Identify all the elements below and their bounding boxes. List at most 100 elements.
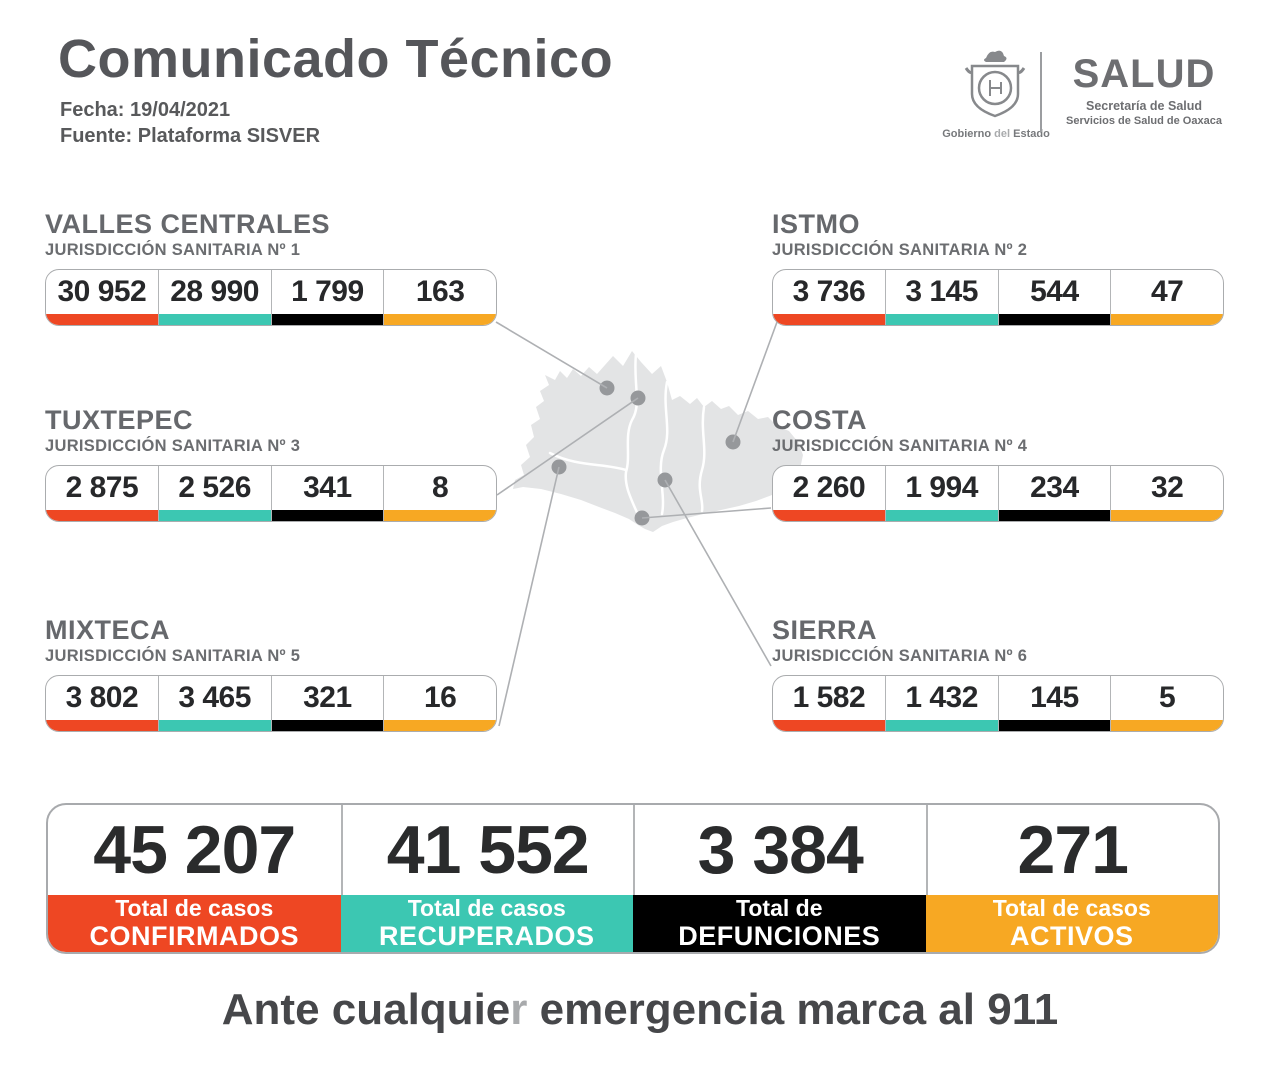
map-marker-mixteca — [551, 459, 567, 475]
map-marker-sierra — [657, 472, 673, 488]
deaths-cell: 341 — [270, 466, 384, 522]
active-bar — [384, 314, 496, 326]
recovered-cell: 2 526 — [157, 466, 271, 522]
total-active-band: Total de casos ACTIVOS — [925, 895, 1218, 952]
total-confirmed-value: 45 207 — [93, 812, 296, 888]
deaths-bar — [271, 720, 384, 732]
confirmed-cell: 30 952 — [46, 270, 158, 326]
total-deaths-value: 3 384 — [633, 805, 926, 895]
salud-logo: SALUD — [1072, 52, 1216, 96]
total-confirmed: 45 207 Total de casos CONFIRMADOS — [48, 805, 341, 952]
active-cell: 47 — [1110, 270, 1223, 326]
map-outline — [513, 351, 803, 532]
region-name: MIXTECA — [45, 615, 170, 645]
total-recovered: 41 552 Total de casos RECUPERADOS — [340, 805, 634, 952]
deaths-cell: 1 799 — [270, 270, 384, 326]
region-stats-card: 1 582 1 432 145 5 — [772, 675, 1224, 733]
active-cell: 16 — [383, 676, 496, 732]
government-label: Gobierno del Estado — [942, 128, 1050, 140]
region-costa: COSTA JURISDICCIÓN SANITARIA Nº 4 2 260 … — [772, 405, 1224, 523]
recovered-bar — [158, 510, 271, 522]
region-jurisdiction: JURISDICCIÓN SANITARIA Nº 5 — [45, 647, 301, 666]
recovered-cell: 3 145 — [884, 270, 998, 326]
region-jurisdiction: JURISDICCIÓN SANITARIA Nº 4 — [772, 437, 1028, 456]
confirmed-cell: 2 875 — [46, 466, 158, 522]
confirmed-bar — [46, 510, 158, 522]
state-totals-bar: 45 207 Total de casos CONFIRMADOS 41 552… — [46, 803, 1220, 954]
page-title: Comunicado Técnico — [58, 29, 614, 89]
confirmed-bar — [773, 314, 885, 326]
report-source: Fuente: Plataforma SISVER — [60, 125, 321, 147]
map-marker-costa — [634, 510, 650, 526]
recovered-cell: 28 990 — [157, 270, 271, 326]
confirmed-cell: 3 802 — [46, 676, 158, 732]
recovered-bar — [158, 314, 271, 326]
region-stats-card: 30 952 28 990 1 799 163 — [45, 269, 497, 327]
active-bar — [384, 720, 496, 732]
total-recovered-value: 41 552 — [340, 805, 634, 895]
active-bar — [384, 510, 496, 522]
region-name: SIERRA — [772, 615, 878, 645]
crest-eagle — [984, 50, 1007, 62]
region-stats-card: 2 875 2 526 341 8 — [45, 465, 497, 523]
region-sierra: SIERRA JURISDICCIÓN SANITARIA Nº 6 1 582… — [772, 615, 1224, 733]
region-tuxtepec: TUXTEPEC JURISDICCIÓN SANITARIA Nº 3 2 8… — [45, 405, 497, 523]
region-jurisdiction: JURISDICCIÓN SANITARIA Nº 3 — [45, 437, 301, 456]
map-marker-istmo — [725, 434, 741, 450]
total-deaths-band: Total de DEFUNCIONES — [633, 895, 926, 952]
state-crest-icon — [964, 50, 1026, 118]
logo-divider — [1040, 52, 1042, 132]
region-name: COSTA — [772, 405, 867, 435]
active-bar — [1111, 720, 1223, 732]
region-name: TUXTEPEC — [45, 405, 194, 435]
deaths-cell: 145 — [997, 676, 1111, 732]
map-marker-tuxtepec — [630, 390, 646, 406]
total-recovered-band: Total de casos RECUPERADOS — [340, 895, 633, 952]
total-active-value: 271 — [925, 805, 1219, 895]
region-mixteca: MIXTECA JURISDICCIÓN SANITARIA Nº 5 3 80… — [45, 615, 497, 733]
region-stats-card: 2 260 1 994 234 32 — [772, 465, 1224, 523]
deaths-cell: 321 — [270, 676, 384, 732]
total-deaths: 3 384 Total de DEFUNCIONES — [633, 805, 926, 952]
recovered-bar — [885, 510, 998, 522]
total-active: 271 Total de casos ACTIVOS — [925, 805, 1219, 952]
confirmed-bar — [773, 720, 885, 732]
region-name: ISTMO — [772, 209, 860, 239]
salud-sub1: Secretaría de Salud — [1085, 99, 1203, 113]
active-cell: 32 — [1110, 466, 1223, 522]
deaths-bar — [271, 510, 384, 522]
recovered-bar — [158, 720, 271, 732]
deaths-bar — [998, 510, 1111, 522]
region-valles-centrales: VALLES CENTRALES JURISDICCIÓN SANITARIA … — [45, 209, 497, 327]
region-istmo: ISTMO JURISDICCIÓN SANITARIA Nº 2 3 736 … — [772, 209, 1224, 327]
confirmed-bar — [46, 720, 158, 732]
emergency-message: Ante cualquier emergencia marca al 911 — [221, 985, 1059, 1034]
deaths-bar — [271, 314, 384, 326]
confirmed-bar — [46, 314, 158, 326]
recovered-cell: 1 994 — [884, 466, 998, 522]
map-marker-valles-centrales — [599, 380, 615, 396]
active-cell: 163 — [383, 270, 496, 326]
region-jurisdiction: JURISDICCIÓN SANITARIA Nº 1 — [45, 241, 301, 260]
salud-sub2: Servicios de Salud de Oaxaca — [1066, 115, 1222, 127]
active-bar — [1111, 314, 1223, 326]
total-confirmed-band: Total de casos CONFIRMADOS — [48, 895, 341, 952]
deaths-bar — [998, 720, 1111, 732]
deaths-cell: 234 — [997, 466, 1111, 522]
region-stats-card: 3 802 3 465 321 16 — [45, 675, 497, 733]
confirmed-cell: 3 736 — [773, 270, 885, 326]
recovered-bar — [885, 720, 998, 732]
active-cell: 8 — [383, 466, 496, 522]
confirmed-cell: 2 260 — [773, 466, 885, 522]
active-cell: 5 — [1110, 676, 1223, 732]
recovered-cell: 1 432 — [884, 676, 998, 732]
region-stats-card: 3 736 3 145 544 47 — [772, 269, 1224, 327]
recovered-cell: 3 465 — [157, 676, 271, 732]
recovered-bar — [885, 314, 998, 326]
deaths-cell: 544 — [997, 270, 1111, 326]
confirmed-cell: 1 582 — [773, 676, 885, 732]
region-name: VALLES CENTRALES — [45, 209, 331, 239]
region-jurisdiction: JURISDICCIÓN SANITARIA Nº 2 — [772, 241, 1028, 260]
confirmed-bar — [773, 510, 885, 522]
report-date: Fecha: 19/04/2021 — [60, 99, 231, 121]
